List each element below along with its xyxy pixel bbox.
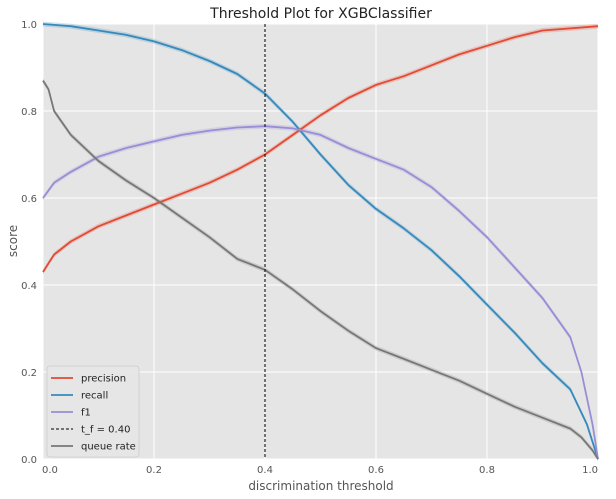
y-tick-label: 0.6 bbox=[21, 194, 37, 205]
legend-label: f1 bbox=[81, 408, 91, 419]
y-tick-label: 0.0 bbox=[21, 455, 37, 466]
queue-rate-line bbox=[42, 80, 599, 460]
recall-line bbox=[42, 23, 599, 460]
chart-title: Threshold Plot for XGBClassifier bbox=[209, 6, 432, 22]
x-tick-label: 0.0 bbox=[42, 465, 58, 476]
legend-label: precision bbox=[81, 374, 126, 385]
y-axis-label: score bbox=[6, 225, 20, 257]
legend-box bbox=[46, 365, 140, 458]
x-tick-label: 1.0 bbox=[582, 465, 598, 476]
series-lines bbox=[42, 23, 599, 460]
y-tick-label: 0.2 bbox=[21, 368, 37, 379]
y-tick-label: 1.0 bbox=[21, 20, 37, 31]
f1-line bbox=[42, 125, 599, 460]
y-tick-label: 0.4 bbox=[21, 281, 37, 292]
y-tick-label: 0.8 bbox=[21, 107, 37, 118]
x-axis-label: discrimination threshold bbox=[248, 479, 393, 493]
legend-label: recall bbox=[81, 391, 108, 402]
x-tick-label: 0.4 bbox=[257, 465, 273, 476]
x-tick-label: 0.8 bbox=[479, 465, 495, 476]
tick-labels: 0.0 0.2 0.4 0.6 0.8 1.0 0.0 0.2 0.4 0.6 0.8 1.0 bbox=[21, 20, 598, 476]
x-tick-label: 0.6 bbox=[368, 465, 384, 476]
precision-line bbox=[42, 25, 599, 273]
legend-label: t_f = 0.40 bbox=[81, 425, 130, 436]
x-tick-label: 0.2 bbox=[146, 465, 162, 476]
legend-label: queue rate bbox=[81, 442, 136, 453]
legend: precision recall f1 t_f = 0.40 queue rate bbox=[46, 365, 140, 458]
